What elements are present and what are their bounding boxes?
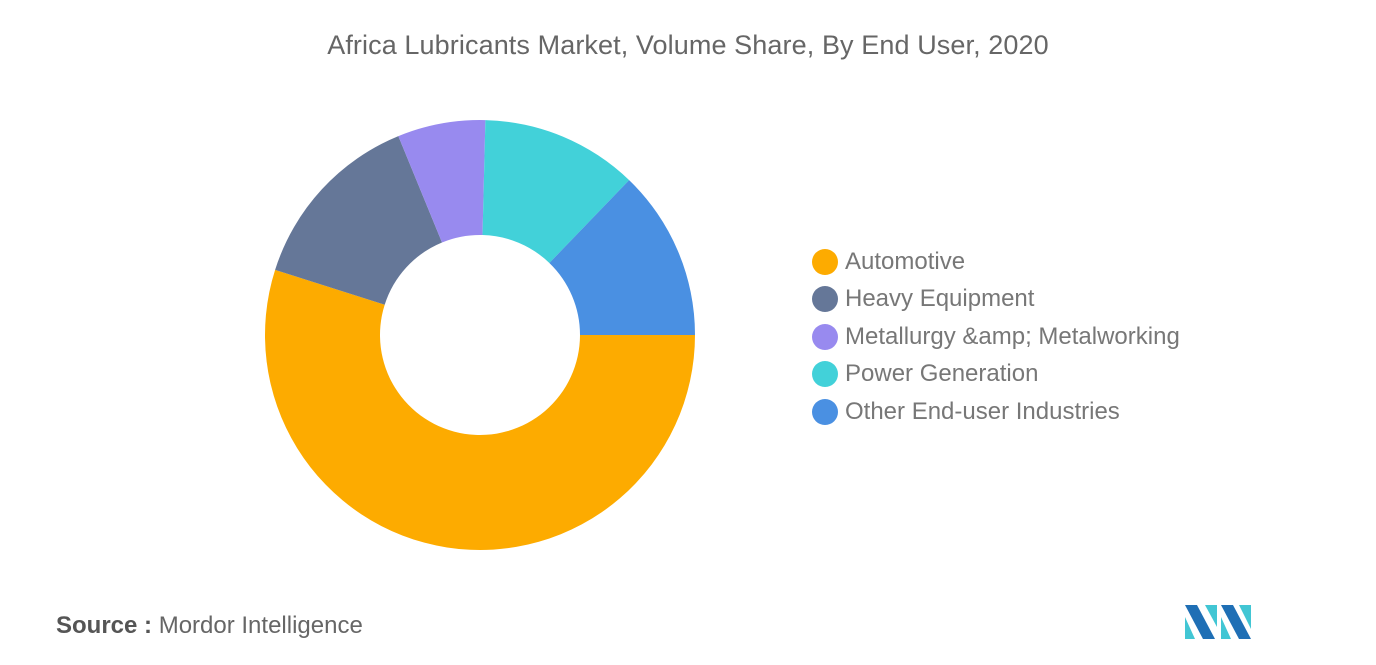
legend-label: Heavy Equipment <box>845 285 1035 313</box>
legend-label: Power Generation <box>845 360 1039 388</box>
source-note: Source : Mordor Intelligence <box>56 612 363 640</box>
legend-item-metallurgy: Metallurgy &amp; Metalworking <box>812 318 1180 356</box>
legend-item-power-generation: Power Generation <box>812 356 1180 394</box>
legend-item-automotive: Automotive <box>812 243 1180 281</box>
legend-swatch-icon <box>812 248 838 275</box>
legend-label: Automotive <box>845 247 966 275</box>
mordor-intelligence-logo-icon <box>1185 605 1251 639</box>
donut-slice-other-end-user-industries <box>549 180 695 335</box>
legend-swatch-icon <box>812 323 838 350</box>
legend: Automotive Heavy Equipment Metallurgy &a… <box>812 243 1180 431</box>
legend-label: Metallurgy &amp; Metalworking <box>845 322 1180 350</box>
chart-title: Africa Lubricants Market, Volume Share, … <box>327 30 1049 60</box>
source-value: Mordor Intelligence <box>158 612 363 639</box>
legend-item-other: Other End-user Industries <box>812 393 1180 431</box>
legend-item-heavy-equipment: Heavy Equipment <box>812 281 1180 319</box>
donut-slice-metallurgy-amp-metalworking <box>398 120 486 243</box>
donut-slice-power-generation <box>482 120 630 263</box>
donut-slice-automotive <box>264 269 695 551</box>
legend-swatch-icon <box>812 398 838 425</box>
legend-swatch-icon <box>812 286 838 313</box>
legend-label: Other End-user Industries <box>845 397 1120 425</box>
source-label: Source : <box>56 612 153 639</box>
legend-swatch-icon <box>812 361 838 388</box>
donut-slice-heavy-equipment <box>275 136 443 305</box>
